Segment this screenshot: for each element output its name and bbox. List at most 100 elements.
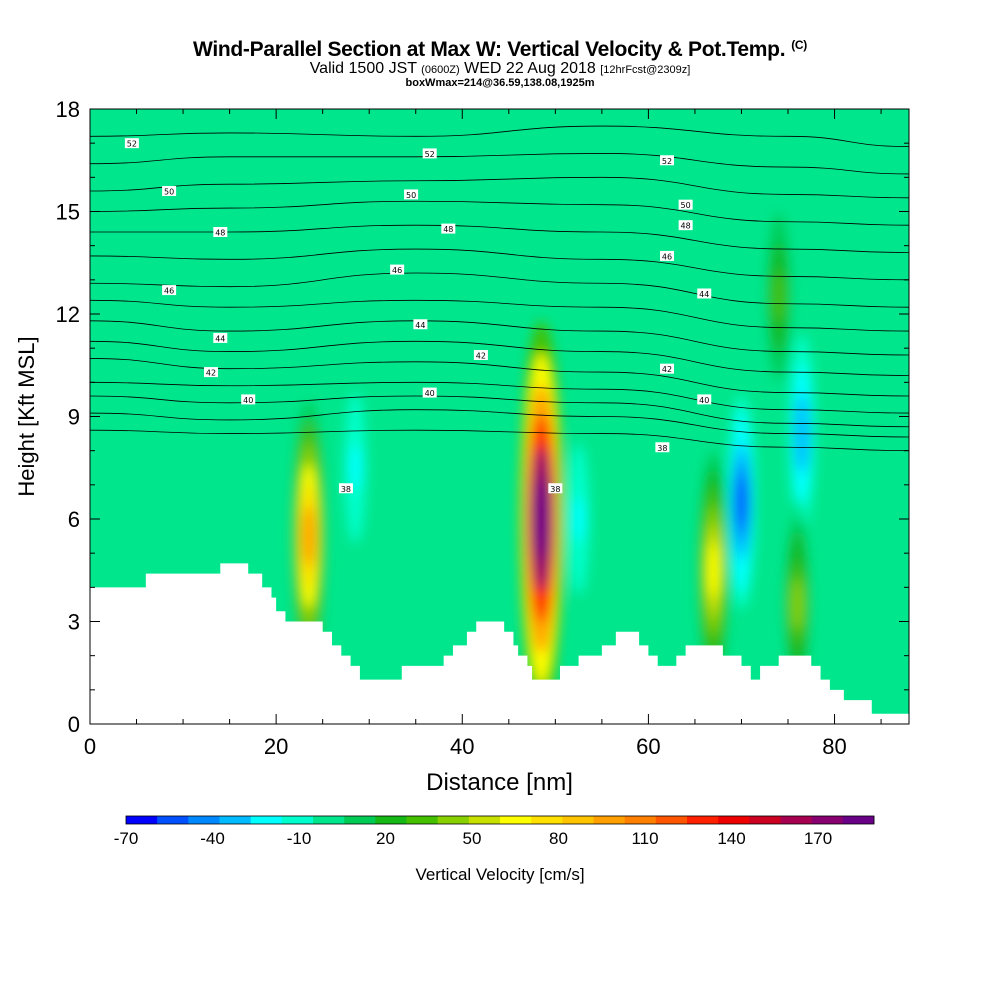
contour-labels: 52 52 52 50 50 50 48 48 48 46 46 46 44 44 44 42 42 42 40 40… <box>124 138 712 494</box>
contour-label-40: 40 <box>425 389 435 398</box>
colorbar-swatch-15 <box>593 816 625 824</box>
colorbar-swatch-22 <box>811 816 844 824</box>
theta-contour-50 <box>90 176 909 199</box>
colorbar-tick-label: 170 <box>804 829 832 848</box>
colorbar-frame <box>125 815 875 825</box>
y-tick-label: 18 <box>56 97 80 122</box>
contour-label-48: 48 <box>681 222 691 231</box>
contour-label-bg-2 <box>660 155 675 166</box>
theta-contour-46 <box>90 272 909 308</box>
contour-label-46: 46 <box>662 252 672 261</box>
colorbar-swatch-10 <box>437 816 470 824</box>
contour-label-bg-1 <box>422 148 437 159</box>
contour-label-bg-19 <box>241 394 256 405</box>
axes: 0 20 40 60 80 0 3 6 9 12 15 18 Distance [nm] Height [… <box>14 97 909 796</box>
contour-label-52: 52 <box>425 150 435 159</box>
contour-label-bg-8 <box>678 220 693 231</box>
contour-label-42: 42 <box>206 369 216 378</box>
colorbar-tick-label: 140 <box>717 829 745 848</box>
contour-label-50: 50 <box>406 191 416 200</box>
x-tick-label: 40 <box>450 734 474 759</box>
colorbar-swatch-14 <box>562 816 594 824</box>
colorbar-swatch-4 <box>250 816 283 824</box>
updraft-3-level-5 <box>772 272 785 322</box>
contour-label-48: 48 <box>443 225 453 234</box>
colorbar-swatch-19 <box>718 816 750 824</box>
contour-label-42: 42 <box>476 352 486 361</box>
contour-label-bg-18 <box>422 387 437 398</box>
contour-label-44: 44 <box>415 321 425 330</box>
colorbar-tick-label: 80 <box>549 829 568 848</box>
theta-contour-42 <box>90 381 909 414</box>
contour-label-52: 52 <box>662 157 672 166</box>
updraft-4-level-5 <box>790 578 804 631</box>
contour-label-40: 40 <box>699 396 709 405</box>
x-tick-label: 60 <box>636 734 660 759</box>
colorbar-swatch-6 <box>313 816 345 824</box>
contour-label-50: 50 <box>681 201 691 210</box>
contour-label-48: 48 <box>215 229 225 238</box>
downdraft-2-level-5 <box>572 495 585 543</box>
downdraft-0-level-5 <box>735 475 748 529</box>
valid-date: WED 22 Aug 2018 <box>464 60 596 77</box>
contour-label-38: 38 <box>341 485 351 494</box>
downdraft-3-level-5 <box>349 444 362 491</box>
contour-label-44: 44 <box>215 334 225 343</box>
contour-label-bg-6 <box>213 227 228 237</box>
contour-label-bg-9 <box>390 264 405 275</box>
contour-label-38: 38 <box>657 444 667 453</box>
colorbar-swatch-8 <box>375 816 407 824</box>
contour-label-bg-15 <box>473 350 488 360</box>
contour-label-46: 46 <box>392 266 402 275</box>
contour-label-bg-23 <box>548 483 563 494</box>
contour-label-40: 40 <box>243 396 253 405</box>
colorbar-tick-label: 50 <box>463 829 482 848</box>
field-features <box>292 197 815 717</box>
contour-label-bg-13 <box>413 319 428 330</box>
colorbar-swatch-0 <box>126 816 158 824</box>
colorbar-swatch-16 <box>624 816 657 824</box>
y-tick-label: 12 <box>56 302 80 327</box>
colorbar-swatch-7 <box>344 816 376 824</box>
title-text: Wind-Parallel Section at Max W: Vertical… <box>193 38 786 61</box>
contour-label-bg-20 <box>697 394 712 405</box>
y-tick-label: 15 <box>56 200 80 225</box>
contour-label-bg-11 <box>162 285 177 296</box>
colorbar-label: Vertical Velocity [cm/s] <box>415 865 584 884</box>
contour-label-bg-7 <box>441 223 456 234</box>
theta-contour-44 <box>90 340 909 376</box>
y-axis-label: Height [Kft MSL] <box>14 336 39 496</box>
colorbar-swatch-18 <box>687 816 719 824</box>
contour-label-42: 42 <box>662 365 672 374</box>
theta-contour-40 <box>90 395 909 428</box>
y-tick-label: 6 <box>68 507 80 532</box>
colorbar-swatch-12 <box>500 816 532 824</box>
contour-label-bg-10 <box>660 250 675 261</box>
colorbar-swatch-23 <box>842 816 875 824</box>
contour-label-44: 44 <box>699 290 709 299</box>
contour-label-bg-12 <box>697 288 712 299</box>
colorbar-swatch-2 <box>188 816 220 824</box>
copyright-mark: (C) <box>791 38 807 52</box>
colorbar-swatch-11 <box>468 816 501 824</box>
colorbar-swatch-20 <box>749 816 781 824</box>
y-tick-label: 9 <box>68 405 80 430</box>
colorbar-tick-label: 110 <box>631 829 658 848</box>
colorbar-swatch-13 <box>531 816 563 824</box>
colorbar-swatch-3 <box>219 816 251 824</box>
terrain-fill <box>90 563 909 724</box>
theta-contour-46 <box>90 299 909 332</box>
x-axis-label: Distance [nm] <box>426 769 573 796</box>
theta-contour-38 <box>90 429 909 452</box>
contour-label-bg-14 <box>213 332 228 343</box>
contour-label-38: 38 <box>550 485 560 494</box>
theta-contour-50 <box>90 200 909 226</box>
x-tick-label: 80 <box>822 734 846 759</box>
contour-label-bg-16 <box>660 363 675 374</box>
contour-label-bg-0 <box>124 138 139 149</box>
x-tick-label: 20 <box>264 734 288 759</box>
theta-contour-52 <box>90 125 909 147</box>
updraft-0-level-5 <box>533 477 550 561</box>
forecast-info: [12hrFcst@2309z] <box>600 64 691 76</box>
